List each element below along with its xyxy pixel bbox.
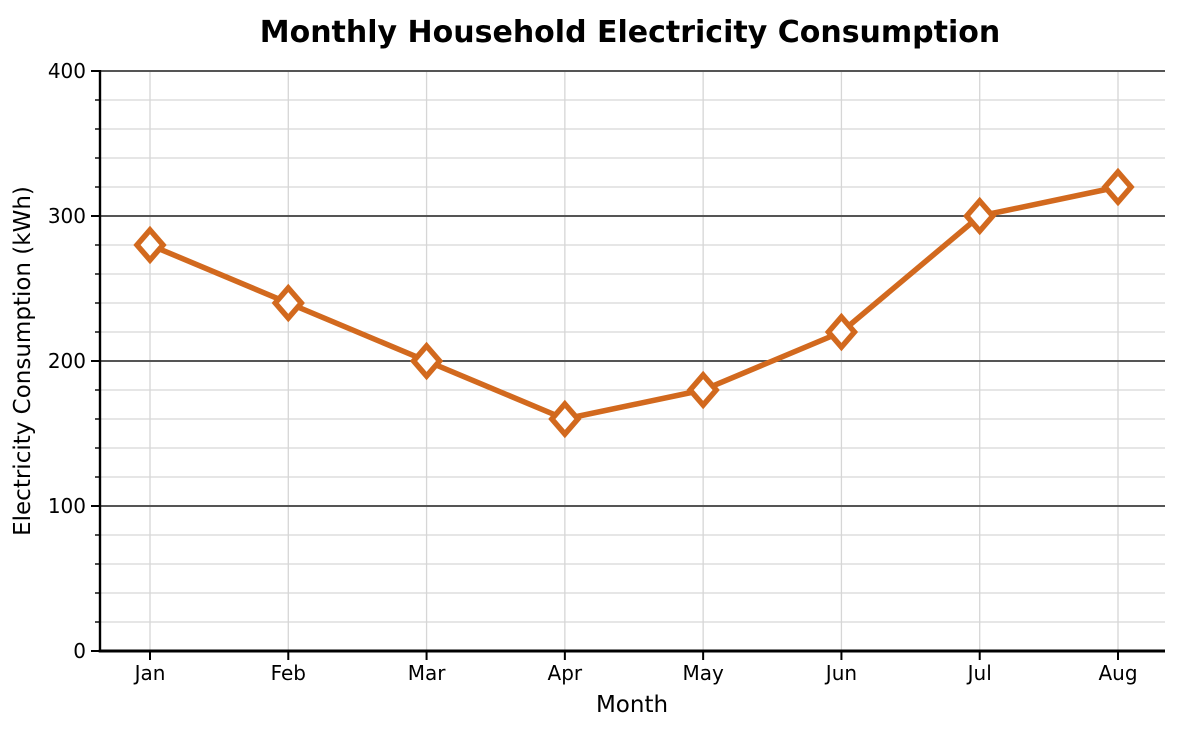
data-series-layer xyxy=(133,167,1135,439)
series-line xyxy=(148,184,1119,422)
data-point-marker xyxy=(1101,167,1135,207)
axes-layer xyxy=(91,70,1165,660)
y-tick-label: 200 xyxy=(48,349,86,373)
x-axis-label: Month xyxy=(596,692,668,718)
x-tick-label: Jul xyxy=(966,661,992,685)
x-tick-label: May xyxy=(682,661,724,685)
grid-layer xyxy=(100,70,1165,651)
y-tick-label: 0 xyxy=(73,639,86,663)
y-tick-label: 400 xyxy=(48,59,86,83)
y-axis-label: Electricity Consumption (kWh) xyxy=(10,186,36,536)
tick-label-layer: 0 100 200 300 400 Jan Feb Mar Apr May Jun Jul Aug xyxy=(48,59,1138,685)
data-point-marker xyxy=(686,370,720,410)
data-point-marker xyxy=(271,283,305,323)
x-tick-label: Jun xyxy=(824,661,857,685)
x-tick-label: Aug xyxy=(1098,661,1137,685)
x-tick-label: Mar xyxy=(408,661,447,685)
x-tick-label: Apr xyxy=(548,661,583,685)
x-tick-label: Feb xyxy=(271,661,306,685)
y-tick-label: 300 xyxy=(48,204,86,228)
chart-title: Monthly Household Electricity Consumptio… xyxy=(260,15,1001,50)
data-point-marker xyxy=(824,312,859,352)
y-tick-label: 100 xyxy=(48,494,86,518)
data-point-marker xyxy=(409,341,444,381)
data-point-marker xyxy=(963,196,997,236)
x-tick-label: Jan xyxy=(133,661,166,685)
data-point-marker xyxy=(133,225,167,265)
data-point-marker xyxy=(548,399,582,439)
